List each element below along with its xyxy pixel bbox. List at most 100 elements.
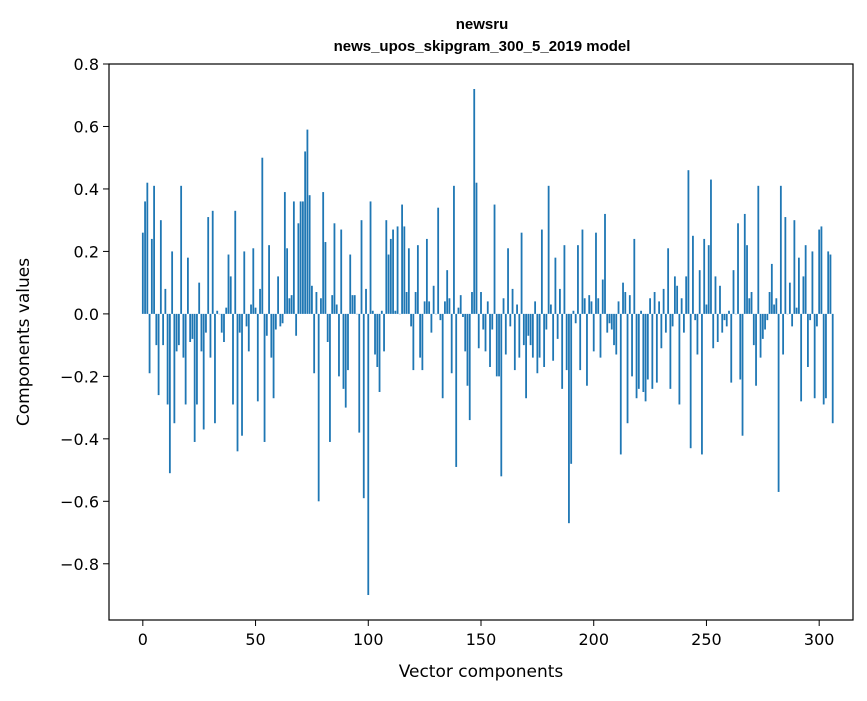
bar-270 (751, 292, 753, 314)
bar-304 (827, 251, 829, 313)
bar-260 (728, 311, 730, 314)
bar-225 (649, 298, 651, 314)
bar-243 (690, 314, 692, 448)
bar-158 (498, 314, 500, 376)
bar-4 (151, 239, 153, 314)
bar-40 (232, 314, 234, 405)
bar-142 (462, 314, 464, 317)
bar-62 (282, 314, 284, 323)
bar-111 (392, 230, 394, 314)
bar-232 (665, 314, 667, 333)
bar-97 (361, 220, 363, 314)
y-axis-label: Components values (14, 258, 34, 426)
bar-20 (187, 258, 189, 314)
bar-96 (358, 314, 360, 433)
bar-125 (424, 301, 426, 313)
bar-187 (564, 245, 566, 314)
bar-242 (688, 170, 690, 314)
bar-266 (742, 314, 744, 436)
bar-247 (699, 270, 701, 314)
bar-89 (343, 314, 345, 389)
bar-205 (604, 214, 606, 314)
bar-85 (334, 223, 336, 314)
bar-83 (329, 314, 331, 442)
bar-268 (746, 245, 748, 314)
bar-230 (660, 314, 662, 348)
bar-303 (825, 314, 827, 398)
bar-278 (769, 292, 771, 314)
bar-28 (205, 314, 207, 333)
bar-224 (647, 314, 649, 380)
bar-214 (624, 292, 626, 314)
bar-121 (415, 292, 417, 314)
bar-217 (631, 314, 633, 376)
x-axis-label: Vector components (399, 662, 564, 682)
bar-181 (550, 305, 552, 314)
bar-136 (449, 298, 451, 314)
bar-293 (803, 276, 805, 313)
bar-274 (760, 314, 762, 358)
bar-22 (192, 314, 194, 339)
bar-147 (473, 89, 475, 314)
bar-259 (726, 314, 728, 326)
bar-173 (532, 314, 534, 358)
bar-197 (586, 314, 588, 386)
x-tick-label: 300 (804, 630, 835, 649)
bar-228 (656, 314, 658, 383)
bar-234 (669, 314, 671, 389)
bar-23 (194, 314, 196, 442)
bar-300 (818, 230, 820, 314)
bar-277 (766, 314, 768, 320)
bar-39 (230, 276, 232, 313)
bar-189 (568, 314, 570, 523)
bar-290 (796, 308, 798, 314)
bar-155 (491, 314, 493, 330)
bar-66 (291, 295, 293, 314)
bar-183 (555, 258, 557, 314)
bar-132 (440, 314, 442, 320)
bar-202 (597, 298, 599, 314)
bar-178 (543, 314, 545, 367)
bar-16 (178, 314, 180, 345)
bar-221 (640, 311, 642, 314)
bar-116 (403, 226, 405, 313)
bar-76 (313, 314, 315, 373)
bar-245 (694, 314, 696, 320)
y-tick-label: −0.6 (60, 492, 99, 511)
bar-86 (336, 305, 338, 314)
bar-64 (286, 248, 288, 314)
bar-42 (237, 314, 239, 451)
bar-159 (500, 314, 502, 476)
bar-43 (239, 314, 241, 333)
bar-47 (248, 314, 250, 351)
bar-65 (288, 298, 290, 314)
bar-38 (228, 255, 230, 314)
bar-92 (349, 255, 351, 314)
bar-105 (379, 314, 381, 392)
bar-58 (273, 314, 275, 398)
bar-171 (527, 314, 529, 336)
bar-60 (277, 276, 279, 313)
bar-52 (259, 289, 261, 314)
bar-67 (293, 201, 295, 313)
bar-289 (793, 220, 795, 314)
bar-201 (595, 233, 597, 314)
bar-50 (255, 308, 257, 314)
bar-276 (764, 314, 766, 330)
bar-30 (210, 314, 212, 358)
bar-265 (739, 314, 741, 380)
bar-306 (832, 314, 834, 423)
bar-192 (575, 314, 577, 323)
bar-63 (284, 192, 286, 314)
bar-79 (320, 298, 322, 314)
bar-14 (173, 314, 175, 423)
bar-281 (775, 298, 777, 314)
bar-112 (394, 311, 396, 314)
bar-82 (327, 314, 329, 342)
bar-200 (593, 314, 595, 351)
bar-127 (428, 301, 430, 313)
bar-207 (609, 314, 611, 323)
bar-258 (724, 314, 726, 320)
bar-220 (638, 314, 640, 389)
